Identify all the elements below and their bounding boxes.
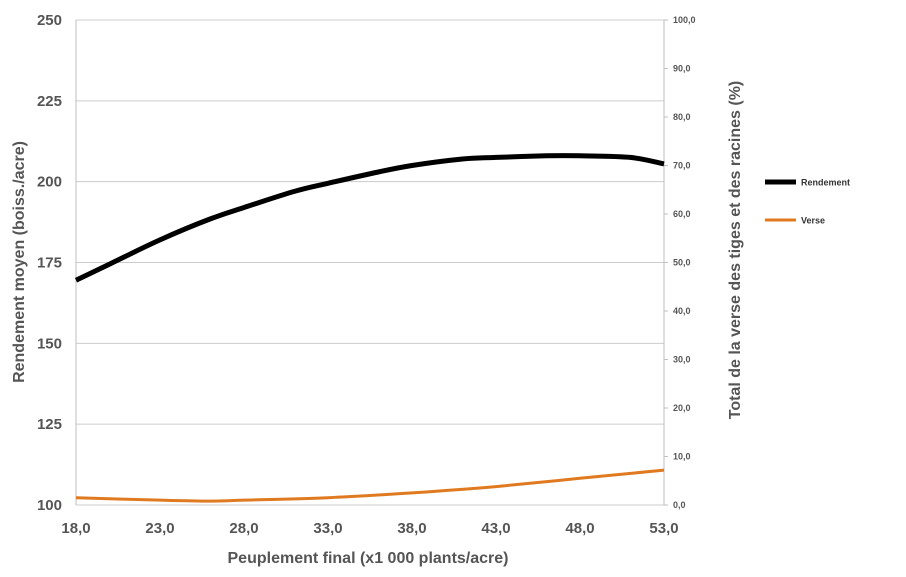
y2-tick-label: 100,0 xyxy=(673,15,696,25)
x-tick-label: 28,0 xyxy=(229,520,258,537)
y2-tick-label: 40,0 xyxy=(673,306,691,316)
series-line-rendement xyxy=(74,153,665,283)
x-tick-label: 48,0 xyxy=(565,520,594,537)
y-axis-title: Rendement moyen (boiss./acre) xyxy=(11,141,28,383)
y-tick-label: 200 xyxy=(37,174,62,191)
y2-tick-label: 0,0 xyxy=(673,500,686,510)
x-tick-label: 53,0 xyxy=(649,520,678,537)
y2-tick-label: 90,0 xyxy=(673,64,691,74)
legend-label-verse: Verse xyxy=(801,216,825,226)
series-layer xyxy=(74,153,665,503)
y2-tick-label: 80,0 xyxy=(673,112,691,122)
left-axis-ticks: 100 125 150 175 200 225 250 xyxy=(37,12,62,514)
y-tick-label: 125 xyxy=(37,416,62,433)
x-tick-label: 23,0 xyxy=(145,520,174,537)
grid xyxy=(75,19,668,506)
y2-tick-label: 20,0 xyxy=(673,403,691,413)
y-tick-label: 100 xyxy=(37,497,62,514)
x-axis-title: Peuplement final (x1 000 plants/acre) xyxy=(228,550,509,567)
x-tick-label: 38,0 xyxy=(397,520,426,537)
y-tick-label: 175 xyxy=(37,255,62,272)
y2-axis-title: Total de la verse des tiges et des racin… xyxy=(727,81,744,420)
bottom-axis-ticks: 18,0 23,0 28,0 33,0 38,0 43,0 48,0 53,0 xyxy=(61,520,678,537)
y2-tick-label: 70,0 xyxy=(673,161,691,171)
y2-tick-label: 10,0 xyxy=(673,452,691,462)
y2-tick-label: 30,0 xyxy=(673,355,691,365)
legend-label-rendement: Rendement xyxy=(801,178,850,188)
y2-tick-label: 50,0 xyxy=(673,258,691,268)
legend-item-verse: Verse xyxy=(765,216,825,226)
y-tick-label: 225 xyxy=(37,93,62,110)
legend: Rendement Verse xyxy=(765,178,850,226)
series-line-verse xyxy=(75,468,665,503)
y2-tick-label: 60,0 xyxy=(673,209,691,219)
y-tick-label: 150 xyxy=(37,335,62,352)
y-tick-label: 250 xyxy=(37,12,62,29)
legend-item-rendement: Rendement xyxy=(765,178,850,188)
x-tick-label: 43,0 xyxy=(481,520,510,537)
x-tick-label: 33,0 xyxy=(313,520,342,537)
x-tick-label: 18,0 xyxy=(61,520,90,537)
right-axis-ticks: 0,0 10,0 20,0 30,0 40,0 50,0 60,0 70,0 80,0 90,0 1… xyxy=(673,15,696,510)
